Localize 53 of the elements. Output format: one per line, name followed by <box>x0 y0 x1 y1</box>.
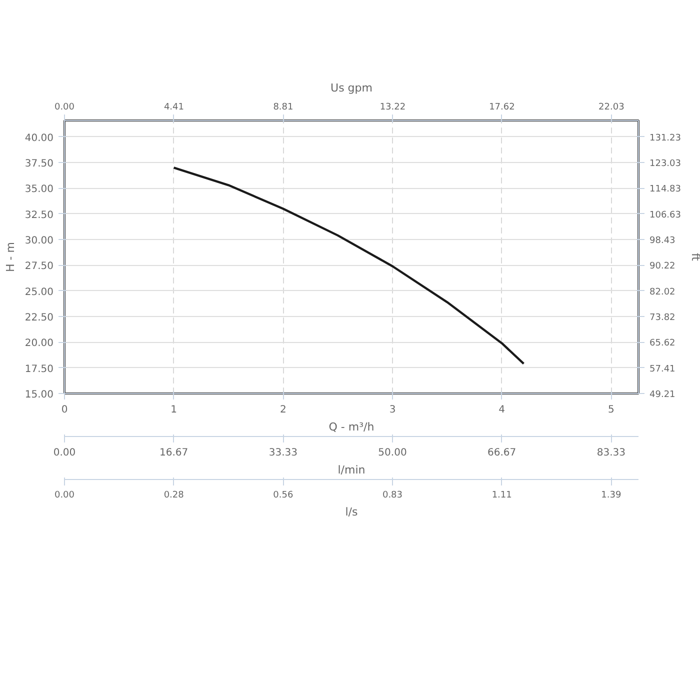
x2-tick-label: 17.62 <box>489 102 515 112</box>
y-tick-label: 17.50 <box>24 364 54 375</box>
x2-tick-label: 13.22 <box>380 102 406 112</box>
text: 0.00 <box>54 490 75 500</box>
x-tick-label: 4 <box>498 404 506 416</box>
y-tick-label: 32.50 <box>24 210 54 221</box>
text: 66.67 <box>488 448 516 458</box>
x-axis-title: Q - m³/h <box>328 420 374 434</box>
text: 1.39 <box>601 490 622 500</box>
text: 0.28 <box>164 490 184 500</box>
y-tick-label: 37.50 <box>24 158 54 170</box>
y2-tick-label: 82.02 <box>650 287 676 298</box>
y2-tick-label: 49.21 <box>650 390 676 400</box>
y-tick-label: 30.00 <box>24 236 54 247</box>
y-axis-title: H - m <box>4 242 17 272</box>
text: 0.83 <box>382 490 403 500</box>
y2-axis-title: ft <box>688 253 700 262</box>
text: l/s <box>345 506 358 518</box>
y2-tick-label: 123.03 <box>650 159 681 170</box>
text: 33.33 <box>268 448 298 458</box>
x-tick-label: 5 <box>608 404 614 416</box>
y2-tick-label: 73.82 <box>650 313 676 324</box>
y2-tick-label: 106.63 <box>650 210 681 220</box>
y-tick-label: 27.50 <box>24 261 54 272</box>
x-tick-label: 1 <box>170 404 178 416</box>
text: 83.33 <box>596 448 626 458</box>
text: l/min <box>338 464 366 476</box>
x-tick-label: 0 <box>61 404 68 416</box>
y-tick-label: 40.00 <box>24 132 54 144</box>
x2-tick-label: 4.41 <box>164 102 184 112</box>
text: 16.67 <box>160 448 188 458</box>
text: 1.11 <box>492 490 512 500</box>
x-tick-label: 3 <box>389 404 396 416</box>
x2-tick-label: 0.00 <box>54 102 75 112</box>
text: 0.00 <box>53 448 76 458</box>
y-tick-label: 22.50 <box>24 312 54 324</box>
text: 0.56 <box>273 490 294 500</box>
y-tick-label: 25.00 <box>24 286 54 298</box>
y-tick-label: 35.00 <box>24 184 54 196</box>
x-tick-label: 2 <box>280 404 286 416</box>
y-tick-label: 15.00 <box>24 390 54 400</box>
x2-tick-label: 8.81 <box>273 102 294 112</box>
y-tick-label: 20.00 <box>24 338 54 350</box>
y2-tick-label: 114.83 <box>650 184 681 195</box>
y2-tick-label: 65.62 <box>650 338 676 349</box>
y2-tick-label: 90.22 <box>650 262 676 272</box>
x2-axis-title: Us gpm <box>330 82 372 94</box>
y2-tick-label: 57.41 <box>650 364 676 374</box>
y2-tick-label: 98.43 <box>650 236 676 246</box>
y2-tick-label: 131.23 <box>650 133 681 144</box>
text: 50.00 <box>378 448 407 458</box>
x2-tick-label: 22.03 <box>598 102 624 112</box>
line-series <box>172 166 525 365</box>
